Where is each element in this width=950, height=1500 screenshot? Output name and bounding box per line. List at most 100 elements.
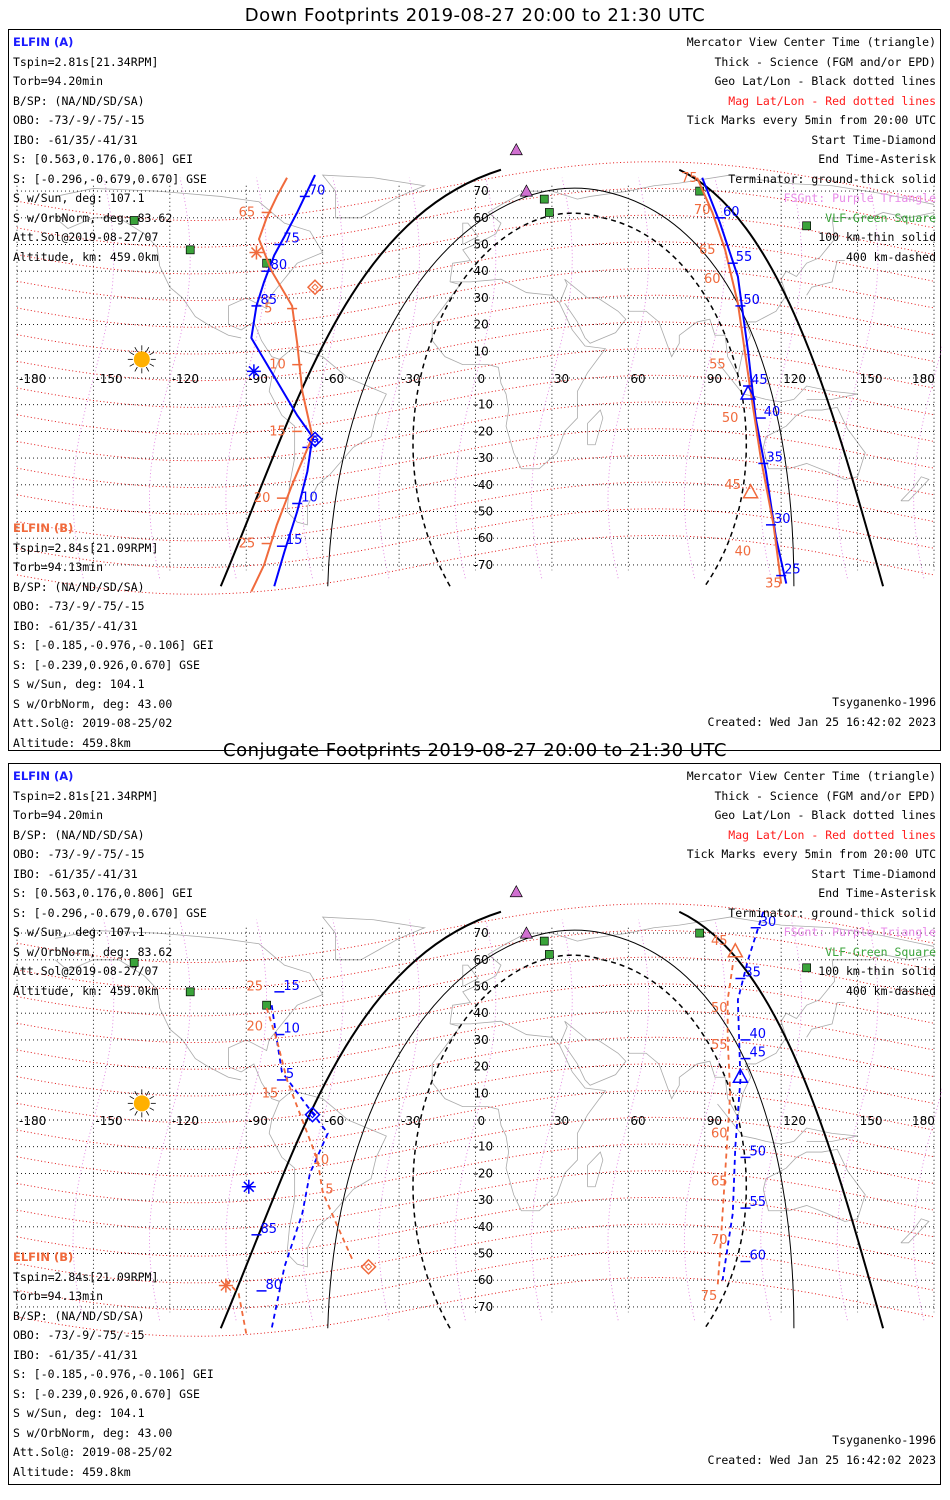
asterisk-stroke bbox=[248, 365, 260, 377]
terminator-400km bbox=[412, 212, 747, 587]
elfin-info-line: Altitude, km: 459.0km bbox=[13, 249, 159, 264]
green-square-icon bbox=[545, 950, 554, 959]
lon-label: -120 bbox=[172, 372, 199, 386]
elfin-info-line: OBO: -73/-9/-75/-15 bbox=[13, 599, 145, 613]
coastline bbox=[268, 1090, 387, 1268]
model-label: Tsyganenko-1996 bbox=[832, 695, 936, 709]
orbit-b-mag-label-right: 65 bbox=[699, 243, 716, 258]
legend-item: 400 km-dashed bbox=[845, 249, 936, 264]
lat-label: 70 bbox=[474, 926, 489, 940]
legend-item: FSGnt: Purple Triangle bbox=[783, 191, 936, 205]
mag-parallel bbox=[16, 401, 935, 462]
lon-label: -180 bbox=[19, 1114, 46, 1128]
orbit-b-mag-label-right: 50 bbox=[722, 411, 739, 426]
sun-ray bbox=[149, 1095, 155, 1100]
coastline bbox=[806, 1002, 845, 1038]
elfin-info-line: B/SP: (NA/ND/SD/SA) bbox=[13, 1308, 145, 1323]
green-square-icon bbox=[539, 936, 549, 946]
legend-item: Thick - Science (FGM and/or EPD) bbox=[714, 788, 936, 803]
orbit-b-mag-label-right: 40 bbox=[735, 545, 752, 560]
asterisk-stroke bbox=[243, 1181, 255, 1193]
mag-meridian bbox=[225, 177, 268, 579]
lat-label: 10 bbox=[474, 344, 489, 358]
sun-ray bbox=[145, 366, 150, 372]
legend-item: 100 km-thin solid bbox=[818, 964, 936, 978]
mag-grid bbox=[16, 903, 935, 1337]
legend-item: VLF-Green Square bbox=[825, 944, 936, 959]
mag-parallel bbox=[16, 1116, 935, 1177]
mag-meridian bbox=[913, 345, 942, 579]
coastline bbox=[628, 954, 935, 1119]
asterisk-icon bbox=[249, 245, 264, 260]
mag-meridian bbox=[301, 919, 344, 1321]
lon-label: 120 bbox=[783, 372, 806, 386]
legend-item: Thick - Science (FGM and/or EPD) bbox=[714, 54, 936, 69]
mag-meridian bbox=[72, 919, 115, 1321]
orbit-a-tick-label-right: 25 bbox=[784, 563, 801, 578]
orbit-b-mag-label-right: 75 bbox=[701, 1289, 718, 1304]
coastline bbox=[762, 406, 866, 480]
mag-parallel bbox=[16, 1277, 935, 1337]
terminator-right bbox=[678, 910, 885, 1329]
mag-parallel bbox=[16, 1010, 935, 1070]
purple-triangle-icon bbox=[509, 885, 523, 898]
purple-triangle-icon bbox=[519, 926, 534, 939]
green-square-icon bbox=[695, 928, 705, 938]
lon-label: 180 bbox=[912, 372, 935, 386]
lon-label: 90 bbox=[707, 372, 722, 386]
legend-item: Tick Marks every 5min from 20:00 UTC bbox=[686, 113, 936, 127]
mag-meridian bbox=[607, 919, 650, 1321]
sun-ray bbox=[134, 1110, 138, 1116]
lon-label: 180 bbox=[912, 1114, 935, 1128]
created-label: Created: Wed Jan 25 16:42:02 2023 bbox=[707, 715, 936, 729]
mag-meridian bbox=[683, 177, 726, 579]
mag-parallel bbox=[16, 1143, 935, 1204]
orbit-b-mag-label: 15 bbox=[262, 1086, 279, 1101]
triangle-icon bbox=[739, 384, 757, 400]
mag-parallel bbox=[16, 929, 935, 990]
orbit-a-tick-label-right: 55 bbox=[736, 250, 753, 265]
mag-parallel bbox=[16, 983, 935, 1044]
lon-label: 60 bbox=[630, 1114, 645, 1128]
diamond-icon bbox=[306, 279, 324, 296]
mag-parallel bbox=[16, 1090, 935, 1150]
lon-label: 0 bbox=[478, 1114, 486, 1128]
lon-label: -150 bbox=[95, 372, 122, 386]
lat-label: -30 bbox=[474, 451, 494, 465]
green-square-icon bbox=[185, 987, 195, 997]
lat-label: 20 bbox=[474, 318, 489, 332]
elfin-info-line: S w/Sun, deg: 104.1 bbox=[13, 1406, 145, 1420]
sun-ray bbox=[134, 347, 138, 352]
mag-parallel bbox=[16, 268, 935, 328]
geo-grid bbox=[16, 927, 935, 1313]
elfin-info-line: Att.Sol@: 2019-08-25/02 bbox=[13, 1445, 173, 1459]
coastline bbox=[462, 222, 479, 245]
elfin-info-line: S: [-0.296,-0.679,0.670] GSE bbox=[13, 905, 207, 920]
lat-label: 20 bbox=[474, 1060, 489, 1074]
orbit-b-mag-label: 5 bbox=[264, 302, 272, 317]
orbit-a-tick-label: 15 bbox=[286, 533, 303, 548]
orbit-a-tick-label: 10 bbox=[283, 1022, 300, 1037]
elfin-info-line: S w/OrbNorm, deg: 43.00 bbox=[13, 1425, 173, 1440]
green-square-icon bbox=[185, 245, 195, 255]
orbit-a-tick-label-right: 50 bbox=[743, 293, 760, 308]
orbit-b-mag-label: 65 bbox=[239, 205, 256, 220]
mag-meridian bbox=[836, 919, 879, 1321]
sun-ray bbox=[149, 363, 155, 367]
elfin-info-line: S: [-0.185,-0.976,-0.106] GEI bbox=[13, 1367, 214, 1381]
map-canvas-down: -180 -150 -120 -90 -60 -30 0 30 60 90 120 150 180706… bbox=[16, 143, 942, 595]
legend-item: Start Time-Diamond bbox=[811, 132, 936, 147]
lon-label: 0 bbox=[478, 372, 486, 386]
coastline bbox=[449, 916, 935, 1024]
sun-ray bbox=[145, 1091, 150, 1096]
lat-label: 50 bbox=[474, 238, 489, 252]
elfin-info-line: Att.Sol@: 2019-08-25/02 bbox=[13, 716, 173, 730]
elfin-info-line: S: [-0.239,0.926,0.670] GSE bbox=[13, 1386, 200, 1401]
mag-meridian bbox=[531, 177, 573, 579]
asterisk-stroke bbox=[250, 247, 262, 258]
terminator-100km bbox=[327, 187, 795, 587]
legend-item: Terminator: ground-thick solid bbox=[728, 171, 936, 186]
green-square-icon bbox=[129, 216, 139, 225]
legend: Mercator View Center Time (triangle) Thic… bbox=[687, 33, 936, 267]
orbit-a-tick-label-right: 30 bbox=[774, 512, 791, 527]
